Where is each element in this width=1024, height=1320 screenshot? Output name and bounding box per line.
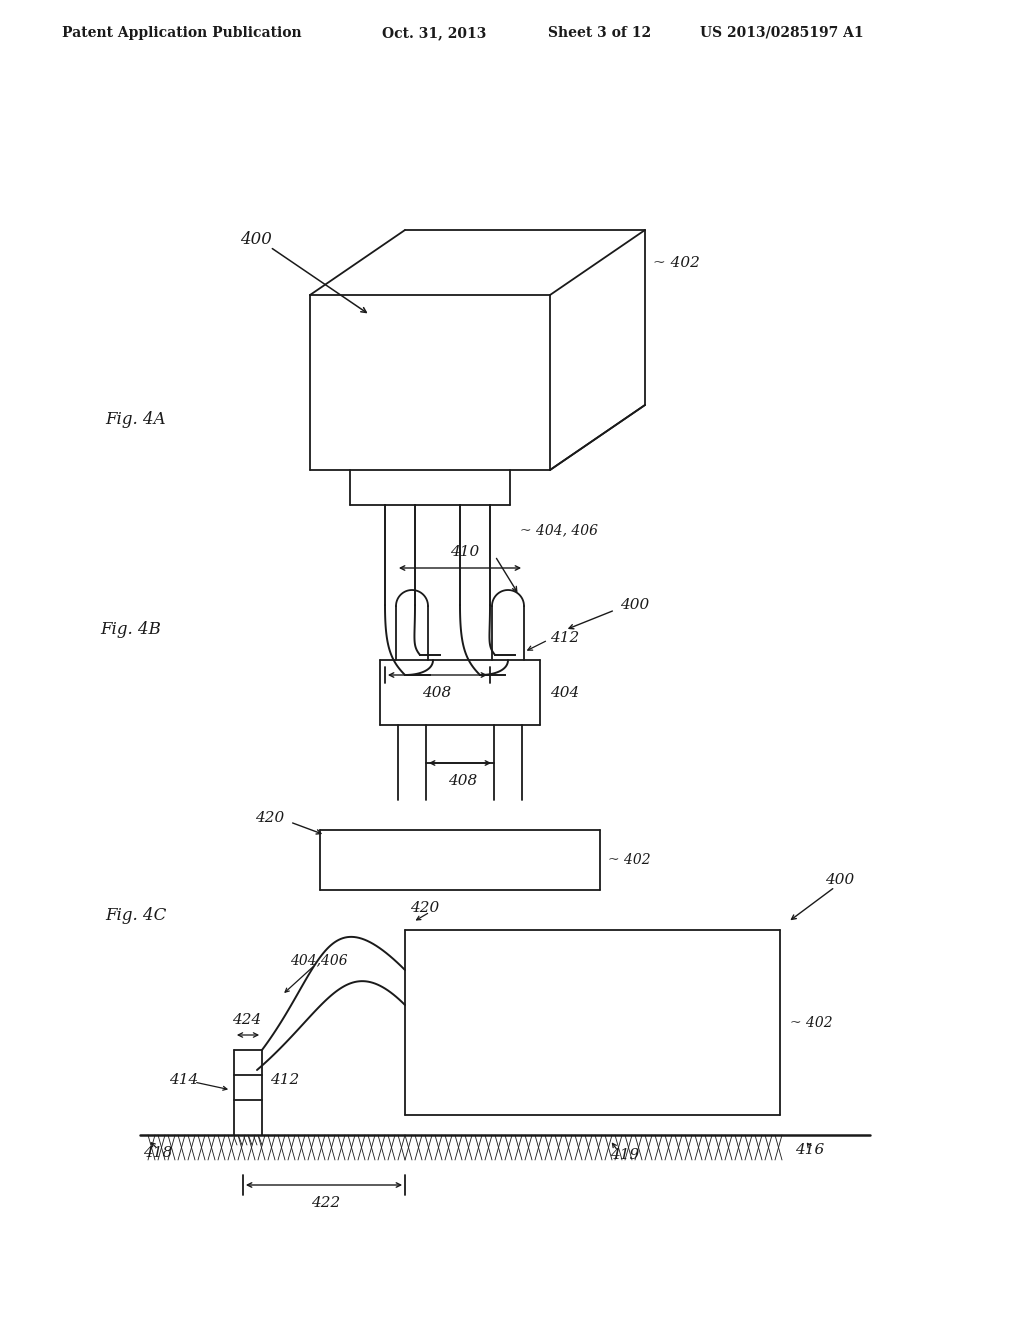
Text: 416: 416 [795,1143,824,1158]
Text: 424: 424 [232,1012,261,1027]
Text: 412: 412 [550,631,580,645]
Text: 400: 400 [825,873,854,887]
Text: 422: 422 [311,1196,340,1210]
Text: Sheet 3 of 12: Sheet 3 of 12 [548,26,651,40]
Text: Fig. 4C: Fig. 4C [105,907,166,924]
Text: Fig. 4B: Fig. 4B [100,622,161,639]
Text: 408: 408 [449,774,477,788]
Text: Fig. 4A: Fig. 4A [105,412,166,429]
Text: 420: 420 [410,902,439,915]
Text: 408: 408 [422,686,452,700]
Text: US 2013/0285197 A1: US 2013/0285197 A1 [700,26,863,40]
Text: ~ 402: ~ 402 [790,1016,833,1030]
Text: 419: 419 [610,1148,639,1162]
Text: ~ 402: ~ 402 [608,853,650,867]
Text: Oct. 31, 2013: Oct. 31, 2013 [382,26,486,40]
Text: Patent Application Publication: Patent Application Publication [62,26,302,40]
Text: 420: 420 [255,810,285,825]
Text: 418: 418 [143,1146,172,1160]
Text: 404: 404 [550,686,580,700]
Text: 400: 400 [620,598,649,612]
Text: ~ 402: ~ 402 [653,256,699,271]
Text: 414: 414 [169,1073,199,1086]
Text: 410: 410 [450,545,479,558]
Text: 404,406: 404,406 [290,953,347,968]
Text: 400: 400 [240,231,272,248]
Text: ~ 404, 406: ~ 404, 406 [520,523,598,537]
Text: 412: 412 [270,1073,299,1086]
